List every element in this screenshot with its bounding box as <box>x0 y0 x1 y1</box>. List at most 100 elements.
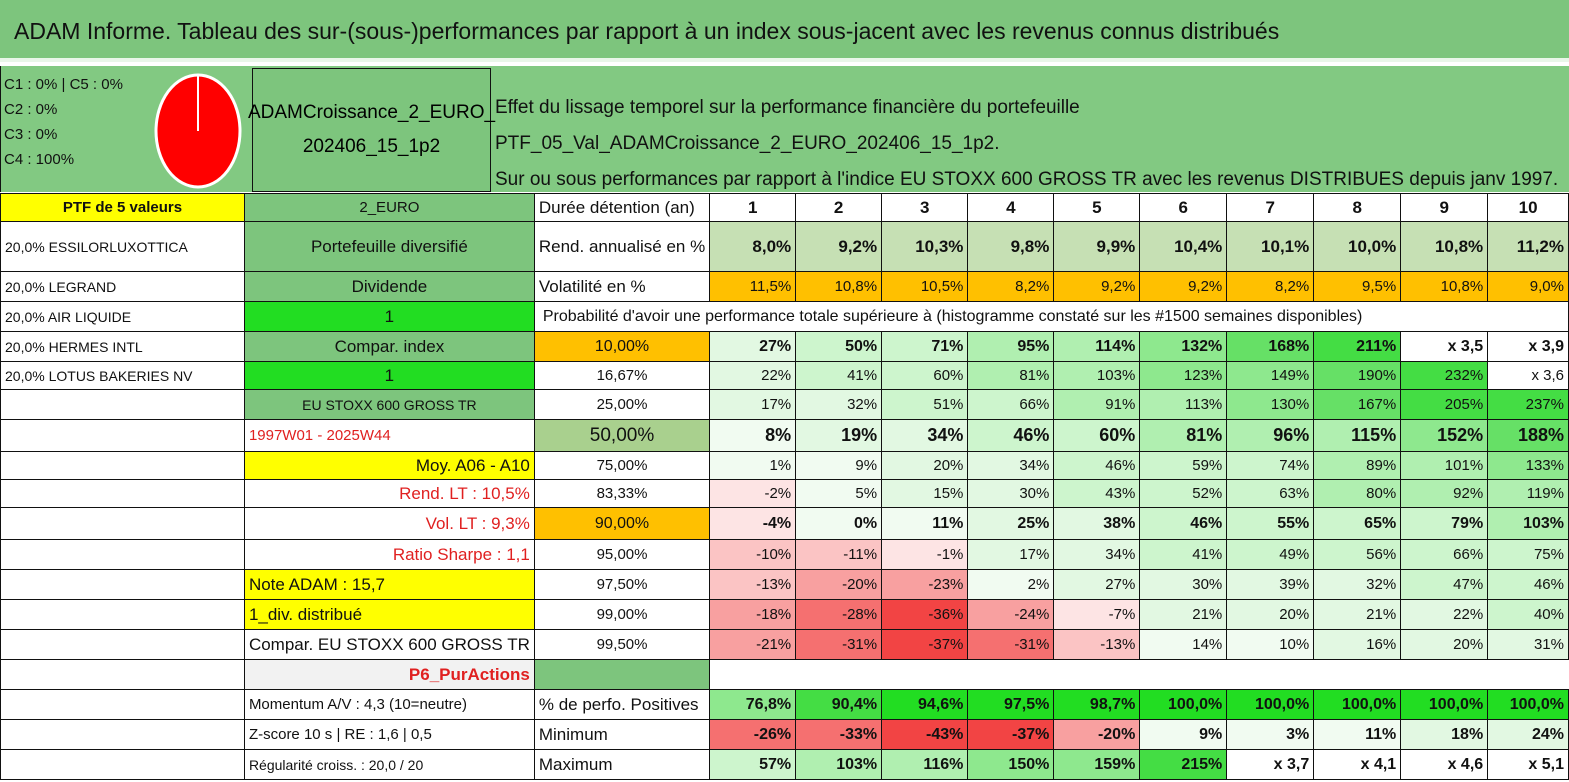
table-row: 1997W01 - 2025W44 50,00% 8% 19% 34% 46% 60% 81%… <box>0 419 1569 452</box>
maximum-cell: x 4,1 <box>1313 749 1402 780</box>
percentile-cell: 51% <box>881 389 969 420</box>
table-row: 20,0% LEGRAND Dividende Volatilité en % 11,… <box>0 271 1569 302</box>
volatilite-cell: 9,0% <box>1487 271 1569 302</box>
percentile-cell: -7% <box>1053 599 1141 630</box>
description-line: Effet du lissage temporel sur la perform… <box>495 97 1080 154</box>
rendement-cell: 10,3% <box>881 221 969 272</box>
row-label-rendement: Rend. annualisé en % <box>533 221 711 272</box>
percentile-cell: 74% <box>1226 451 1315 480</box>
holding-item: 20,0% HERMES INTL <box>0 331 245 362</box>
maximum-cell: 57% <box>709 749 797 780</box>
percentile-cell: 17% <box>709 389 797 420</box>
percentile-label: 95,00% <box>533 539 711 570</box>
minimum-cell: -37% <box>967 719 1055 750</box>
minimum-cell: -33% <box>795 719 883 750</box>
percentile-cell: -23% <box>881 569 969 600</box>
percentile-cell: 56% <box>1313 539 1402 570</box>
year-header: 10 <box>1487 193 1569 222</box>
percentile-cell: 60% <box>1053 419 1141 452</box>
regularite-label: Régularité croiss. : 20,0 / 20 <box>243 749 535 780</box>
percentile-cell: 101% <box>1400 451 1489 480</box>
performance-table: PTF de 5 valeurs 2_EURO Durée détention (a… <box>0 193 1569 780</box>
percentile-cell: -1% <box>881 539 969 570</box>
percentile-cell: 81% <box>1139 419 1228 452</box>
empty-cell <box>0 507 245 540</box>
row-label-duree: Durée détention (an) <box>533 193 711 222</box>
minimum-cell: 18% <box>1400 719 1489 750</box>
percentile-cell: 20% <box>881 451 969 480</box>
percentile-cell: 17% <box>967 539 1055 570</box>
dividend-label: Dividende <box>243 271 535 302</box>
holding-item: 20,0% LOTUS BAKERIES NV <box>0 361 245 390</box>
percentile-cell: 66% <box>1400 539 1489 570</box>
percentile-cell: -36% <box>881 599 969 630</box>
percentile-cell: 63% <box>1226 479 1315 508</box>
year-header: 9 <box>1400 193 1489 222</box>
volatilite-cell: 10,8% <box>1400 271 1489 302</box>
table-row: Régularité croiss. : 20,0 / 20 Maximum 57%… <box>0 749 1569 780</box>
year-header: 4 <box>967 193 1055 222</box>
table-row: Moy. A06 - A10 75,00% 1% 9% 20% 34% 46% 59% 74% 8… <box>0 451 1569 480</box>
year-header: 5 <box>1053 193 1141 222</box>
currency-code: 2_EURO <box>243 193 535 222</box>
table-row: 20,0% LOTUS BAKERIES NV 1 16,67% 22% 41% 60% 8… <box>0 361 1569 390</box>
empty-cell <box>0 749 245 780</box>
table-row: Compar. EU STOXX 600 GROSS TR 99,50% -21% -… <box>0 629 1569 660</box>
empty-cell <box>0 451 245 480</box>
percentile-cell: 49% <box>1226 539 1315 570</box>
percentile-label: 16,67% <box>533 361 711 390</box>
info-cell: EU STOXX 600 GROSS TR <box>243 389 535 420</box>
percentile-cell: 167% <box>1313 389 1402 420</box>
percentile-cell: 95% <box>967 331 1055 362</box>
portfolio-name-line: 202406_15_1p2 <box>302 136 441 157</box>
percentile-cell: 16% <box>1313 629 1402 660</box>
percentile-cell: -13% <box>1053 629 1141 660</box>
year-header: 8 <box>1313 193 1402 222</box>
table-row: Z-score 10 s | RE : 1,6 | 0,5 Minimum -26%… <box>0 719 1569 750</box>
percentile-cell: 168% <box>1226 331 1315 362</box>
percentile-label: 83,33% <box>533 479 711 508</box>
rendement-cell: 9,2% <box>795 221 883 272</box>
green-swatch <box>533 659 711 690</box>
year-header: 1 <box>709 193 797 222</box>
info-cell: Rend. LT : 10,5% <box>243 479 535 508</box>
rendement-cell: 10,0% <box>1313 221 1402 272</box>
positives-cell: 97,5% <box>967 689 1055 720</box>
percentile-cell: 38% <box>1053 507 1141 540</box>
minimum-cell: -43% <box>881 719 969 750</box>
percentile-cell: 8% <box>709 419 797 452</box>
percentile-cell: x 3,9 <box>1487 331 1569 362</box>
maximum-cell: 150% <box>967 749 1055 780</box>
percentile-cell: 75% <box>1487 539 1569 570</box>
percentile-cell: -31% <box>967 629 1055 660</box>
table-row: 1_div. distribué 99,00% -18% -28% -36% -24% -7… <box>0 599 1569 630</box>
percentile-cell: 79% <box>1400 507 1489 540</box>
row-label-minimum: Minimum <box>533 719 711 750</box>
percentile-cell: 0% <box>795 507 883 540</box>
percentile-cell: 47% <box>1400 569 1489 600</box>
percentile-cell: x 3,5 <box>1400 331 1489 362</box>
info-cell: Compar. index <box>243 331 535 362</box>
percentile-cell: 66% <box>967 389 1055 420</box>
percentile-label: 25,00% <box>533 389 711 420</box>
empty-cell <box>0 659 245 690</box>
percentile-cell: 20% <box>1400 629 1489 660</box>
info-cell: Note ADAM : 15,7 <box>243 569 535 600</box>
year-header: 3 <box>881 193 969 222</box>
holding-item: 20,0% ESSILORLUXOTTICA <box>0 221 245 272</box>
percentile-cell: 34% <box>1053 539 1141 570</box>
rendement-cell: 11,2% <box>1487 221 1569 272</box>
percentile-cell: 80% <box>1313 479 1402 508</box>
legend-line: C2 : 0% <box>4 101 58 118</box>
table-row: Momentum A/V : 4,3 (10=neutre)% de perfo… <box>0 689 1569 720</box>
info-cell: 1 <box>243 361 535 390</box>
percentile-cell: 188% <box>1487 419 1569 452</box>
percentile-cell: 113% <box>1139 389 1228 420</box>
percentile-cell: 92% <box>1400 479 1489 508</box>
percentile-cell: -37% <box>881 629 969 660</box>
year-header: 2 <box>795 193 883 222</box>
percentile-cell: 130% <box>1226 389 1315 420</box>
percentile-cell: 211% <box>1313 331 1402 362</box>
maximum-cell: x 3,7 <box>1226 749 1315 780</box>
volatilite-cell: 9,5% <box>1313 271 1402 302</box>
